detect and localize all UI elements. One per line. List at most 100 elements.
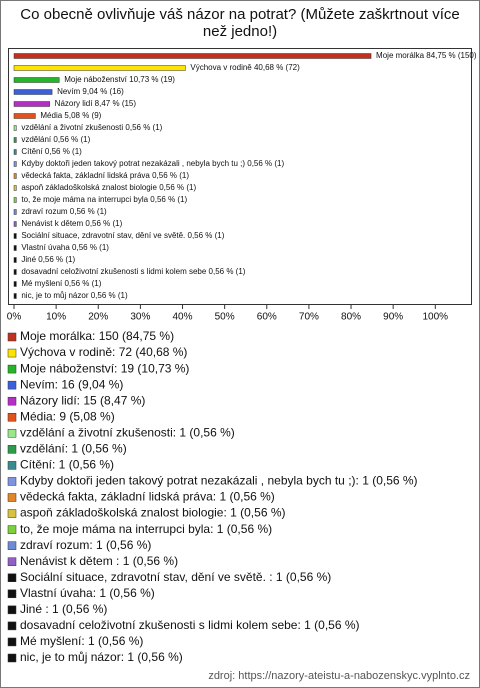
x-tick-label: 20% <box>88 312 108 323</box>
legend-label: Sociální situace, zdravotní stav, dění v… <box>20 570 331 584</box>
x-tick-label: 10% <box>46 312 66 323</box>
x-tick-label: 30% <box>130 312 150 323</box>
bar <box>13 101 50 107</box>
legend-label: Kdyby doktoři jeden takový potrat nezaká… <box>20 474 418 488</box>
legend-label: Názory lidí: 15 (8,47 %) <box>20 393 145 407</box>
legend-swatch <box>7 461 17 470</box>
bar <box>13 209 17 215</box>
x-tick-label: 90% <box>383 312 403 323</box>
legend-label: Moje náboženství: 19 (10,73 %) <box>20 361 189 375</box>
bar-label: dosavadní celoživotní zkušenosti s lidmi… <box>21 267 245 276</box>
legend-swatch <box>7 557 17 566</box>
bar <box>13 125 17 131</box>
legend-swatch <box>7 445 17 454</box>
bar <box>13 197 17 203</box>
bar <box>13 77 60 83</box>
legend-label: Cítění: 1 (0,56 %) <box>20 458 114 472</box>
x-tick-label: 0% <box>7 312 22 323</box>
bar <box>13 89 53 95</box>
chart-title: Co obecně ovlivňuje váš názor na potrat?… <box>20 6 460 40</box>
bar-label: zdraví rozum 0,56 % (1) <box>21 207 107 216</box>
bar-label: Sociální situace, zdravotní stav, dění v… <box>21 231 224 240</box>
bar <box>13 245 17 251</box>
x-tick-label: 80% <box>341 312 361 323</box>
legend-label: dosavadní celoživotní zkušenosti s lidmi… <box>20 618 360 632</box>
legend-swatch <box>7 509 17 518</box>
legend-label: Vlastní úvaha: 1 (0,56 %) <box>20 586 155 600</box>
x-tick-label: 100% <box>423 312 449 323</box>
bar <box>13 221 17 227</box>
legend-label: Mé myšlení: 1 (0,56 %) <box>20 634 143 648</box>
bar <box>13 257 17 263</box>
bar <box>13 137 17 143</box>
legend-swatch <box>7 429 17 438</box>
bar <box>13 281 17 287</box>
legend-swatch <box>7 605 17 615</box>
legend-swatch <box>7 573 17 582</box>
bar <box>13 53 372 59</box>
bar-label: nic, je to můj názor 0,56 % (1) <box>21 291 128 300</box>
title-box: Co obecně ovlivňuje váš názor na potrat?… <box>20 6 460 40</box>
legend-label: vědecká fakta, základní lidská práva: 1 … <box>20 490 275 504</box>
legend-label: zdraví rozum: 1 (0,56 %) <box>20 538 151 552</box>
bar-label: aspoň základoškolská znalost biologie 0,… <box>21 183 196 192</box>
bar-label: Jiné 0,56 % (1) <box>21 255 75 264</box>
legend-label: nic, je to můj názor: 1 (0,56 %) <box>20 650 183 664</box>
bar <box>13 233 17 239</box>
legend-swatch <box>7 413 17 422</box>
legend-swatch <box>7 477 17 486</box>
plot-frame <box>8 48 472 305</box>
bar <box>13 113 36 119</box>
x-tick-label: 40% <box>173 312 193 323</box>
x-tick-label: 70% <box>299 312 319 323</box>
bar <box>13 185 17 191</box>
legend-label: Moje morálka: 150 (84,75 %) <box>20 329 174 343</box>
legend-swatch <box>7 348 17 358</box>
legend-swatch <box>7 525 17 534</box>
legend-swatch <box>7 589 17 599</box>
legend-label: Výchova v rodině: 72 (40,68 %) <box>20 345 187 359</box>
bar-label: vzdělání a životní zkušenosti 0,56 % (1) <box>21 123 162 132</box>
legend-label: Nenávist k dětem : 1 (0,56 %) <box>20 554 178 568</box>
legend-label: vzdělání: 1 (0,56 %) <box>20 442 127 456</box>
bar <box>13 149 17 155</box>
legend-swatch <box>7 637 17 647</box>
legend-label: Nevím: 16 (9,04 %) <box>20 377 123 391</box>
legend-label: vzdělání a životní zkušenosti: 1 (0,56 %… <box>20 425 235 439</box>
legend-label: Média: 9 (5,08 %) <box>20 409 115 423</box>
legend-swatch <box>7 332 17 342</box>
bar <box>13 173 17 179</box>
legend-label: to, že moje máma na interrupci byla: 1 (… <box>20 522 272 536</box>
legend-swatch <box>7 364 17 374</box>
source: zdroj: https://nazory-ateistu-a-nabozens… <box>208 670 470 682</box>
bar-label: Výchova v rodině 40,68 % (72) <box>190 63 300 72</box>
bar-label: Cítění 0,56 % (1) <box>21 147 82 156</box>
legend-swatch <box>7 621 17 631</box>
bar-label: Moje náboženství 10,73 % (19) <box>64 75 175 84</box>
legend-swatch <box>7 396 17 406</box>
bar-label: Kdyby doktoři jeden takový potrat nezaká… <box>21 159 284 168</box>
bar-label: vědecká fakta, základní lidská práva 0,5… <box>21 171 189 180</box>
legend-swatch <box>7 541 17 550</box>
bar-label: Mé myšlení 0,56 % (1) <box>21 279 101 288</box>
legend-label: aspoň základoškolská znalost biologie: 1… <box>20 506 286 520</box>
bar-label: Nevím 9,04 % (16) <box>57 87 124 96</box>
bar-label: Nenávist k dětem 0,56 % (1) <box>21 219 122 228</box>
bar <box>13 293 17 299</box>
x-tick-label: 50% <box>215 312 235 323</box>
bar <box>13 65 186 71</box>
legend-label: Jiné : 1 (0,56 %) <box>20 602 107 616</box>
bar-label: Média 5,08 % (9) <box>40 111 101 120</box>
x-tick-label: 60% <box>257 312 277 323</box>
bar-label: to, že moje máma na interrupci byla 0,56… <box>21 195 187 204</box>
bar <box>13 161 17 167</box>
bar-label: Vlastní úvaha 0,56 % (1) <box>21 243 109 252</box>
legend-swatch <box>7 653 17 663</box>
bar-label: Názory lidí 8,47 % (15) <box>55 99 137 108</box>
bar-label: vzdělání 0,56 % (1) <box>21 135 90 144</box>
legend-swatch <box>7 493 17 502</box>
bar-label: Moje morálka 84,75 % (150) <box>376 51 477 60</box>
bar <box>13 269 17 275</box>
